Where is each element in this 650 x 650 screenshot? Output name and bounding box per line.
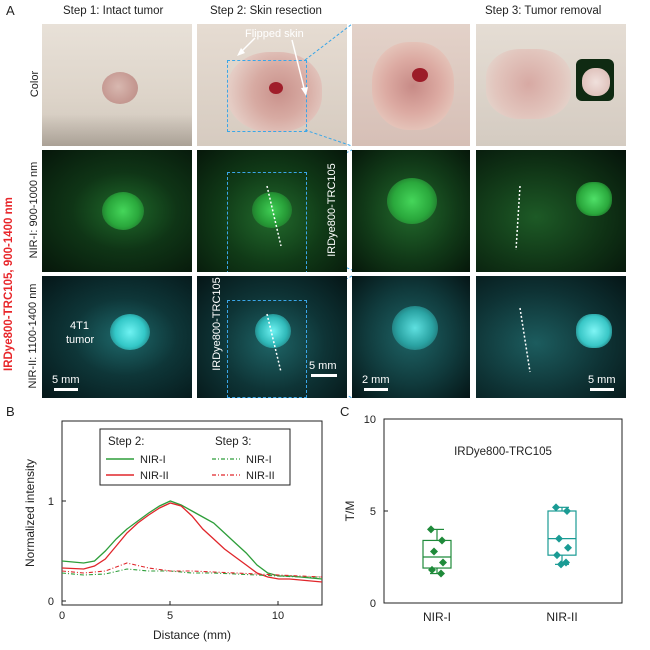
color-zoom-image [352,24,470,146]
x-axis-label: Distance (mm) [153,628,231,642]
nir1-tumor-signal [102,192,144,230]
tumor-label-tumor: tumor [66,334,95,346]
nir2-step1-image: 4T1 tumor 5 mm [42,276,192,398]
panel-a-letter: A [6,3,15,18]
c-ytick-label-5: 5 [370,506,376,518]
scale-label-5mm-step2: 5 mm [309,360,337,372]
scale-label-5mm-step3: 5 mm [588,374,616,386]
profile-line-step2-nir1 [266,185,282,247]
ytick-label-0: 0 [48,596,54,608]
legend-step3-nir2: NIR-II [246,470,275,482]
probe-label-nir1: IRDye800-TRC105 [326,163,338,257]
legend-step3-nir1: NIR-I [246,454,272,466]
series-step2-nir1 [61,500,323,580]
nir1-zoom-signal [387,178,437,224]
c-title: IRDye800-TRC105 [454,446,552,458]
panel-b-letter: B [6,404,15,419]
box-nir-i [422,539,452,569]
nir2-tumor-signal [110,314,150,350]
nir2-step2-image: IRDye800-TRC105 5 mm [197,276,347,398]
scale-bar-step3 [590,388,614,391]
point-nir-ii [552,503,560,512]
c-ytick-label-0: 0 [370,598,376,610]
plot-frame [61,420,323,606]
point-nir-i [437,569,445,578]
point-nir-ii [553,551,561,560]
c-category-nir2: NIR-II [546,610,577,624]
series-step3-nir2 [61,562,323,578]
panel-c-letter: C [340,404,350,419]
zoom-box-nir1 [227,172,307,272]
c-ytick-label-10: 10 [364,414,376,426]
scale-bar-step1 [54,388,78,391]
point-nir-i [427,525,435,534]
profile-line-step2-nir2 [266,313,282,373]
xtick-label-5: 5 [167,610,173,622]
c-y-axis-label: T/M [343,501,357,522]
xtick-label-10: 10 [272,610,284,622]
nir1-step3-image [476,150,626,272]
box-chart: 0 5 10 T/M IRDye800-TRC105 NIR-I NIR-II [343,414,623,624]
nir2-excised-signal [576,314,612,348]
nir2-step2-signal [255,314,291,348]
point-nir-ii [563,507,571,515]
scale-label-2mm: 2 mm [362,374,390,386]
post-removal-area [486,49,571,119]
y-axis-label: Normalized intensity [23,459,37,567]
profile-line-step3-nir2 [519,307,531,373]
zoom-box-nir2 [227,300,307,398]
line-chart: 0 5 10 0 1 Distance (mm) Normalized inte… [23,420,323,642]
scale-bar-zoom [364,388,388,391]
zoom-tumor [372,42,454,130]
nir2-step3-image: 5 mm [476,276,626,398]
step2-label: Step 2: Skin resection [210,5,322,17]
legend-step3: Step 3: [215,436,251,448]
color-step1-image [42,24,192,146]
c-category-nir1: NIR-I [423,610,451,624]
point-nir-i [438,536,446,545]
nir1-step2-image: IRDye800-TRC105 [197,150,347,272]
nir2-zoom-signal [392,306,438,350]
zoom-red-spot [412,68,428,82]
tumor-bump [102,72,138,104]
color-step3-image [476,24,626,146]
scale-label-5mm-step1: 5 mm [52,374,80,386]
box-nir-ii [547,510,577,556]
point-nir-i [439,558,447,567]
point-nir-ii [562,558,570,567]
point-nir-i [428,565,436,574]
body-shadow [42,114,192,146]
step3-label: Step 3: Tumor removal [485,5,602,17]
point-nir-i [430,547,438,556]
tumor-label-4t1: 4T1 [70,320,89,332]
nir1-step1-image [42,150,192,272]
nir1-zoom-image [352,150,470,272]
ytick-label-1: 1 [48,496,54,508]
color-step2-image: Flipped skin [197,24,347,146]
point-nir-ii [564,543,572,552]
zoom-box-color [227,60,307,132]
profile-line-step3-nir1 [515,185,521,251]
excised-tissue [582,68,610,96]
scale-bar-step2 [311,374,337,377]
nir2-zoom-image: 2 mm [352,276,470,398]
probe-label-nir2: IRDye800-TRC105 [211,277,223,371]
series-step2-nir2 [61,502,323,583]
step1-label: Step 1: Intact tumor [63,5,164,17]
legend-step2-nir2: NIR-II [140,470,169,482]
series-step3-nir1 [61,568,322,578]
flipped-skin-arrows [237,37,308,96]
xtick-label-0: 0 [59,610,65,622]
tumor-red-spot [269,82,283,94]
point-nir-ii [555,534,563,543]
nir1-excised-signal [576,182,612,216]
point-nir-ii [557,560,565,569]
flipped-skin-label: Flipped skin [245,28,304,40]
legend-step2-nir1: NIR-I [140,454,166,466]
legend-step2: Step 2: [108,436,144,448]
